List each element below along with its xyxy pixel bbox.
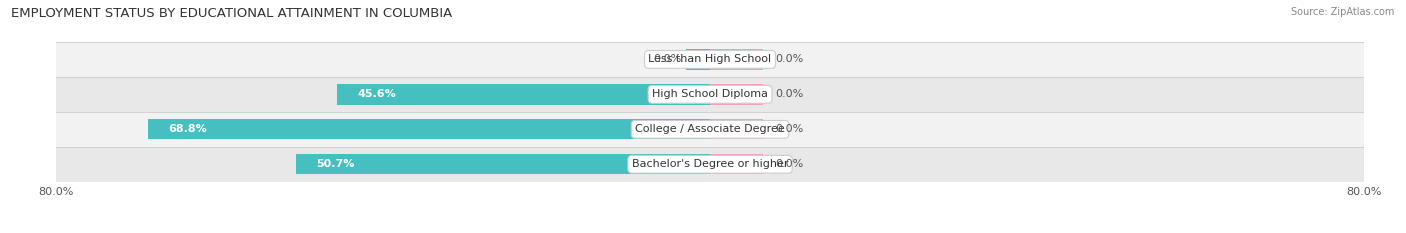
Bar xyxy=(710,154,763,174)
Text: 45.6%: 45.6% xyxy=(357,89,396,99)
Text: 0.0%: 0.0% xyxy=(776,124,804,134)
FancyBboxPatch shape xyxy=(56,112,1364,147)
Text: College / Associate Degree: College / Associate Degree xyxy=(636,124,785,134)
Text: 0.0%: 0.0% xyxy=(654,55,682,64)
FancyBboxPatch shape xyxy=(56,147,1364,182)
Text: 0.0%: 0.0% xyxy=(776,89,804,99)
Bar xyxy=(337,84,710,105)
Text: High School Diploma: High School Diploma xyxy=(652,89,768,99)
Text: 50.7%: 50.7% xyxy=(316,159,354,169)
Bar xyxy=(686,49,710,69)
Text: EMPLOYMENT STATUS BY EDUCATIONAL ATTAINMENT IN COLUMBIA: EMPLOYMENT STATUS BY EDUCATIONAL ATTAINM… xyxy=(11,7,453,20)
Bar xyxy=(710,49,763,69)
Bar xyxy=(148,119,710,139)
Text: Source: ZipAtlas.com: Source: ZipAtlas.com xyxy=(1291,7,1395,17)
FancyBboxPatch shape xyxy=(56,77,1364,112)
Text: 68.8%: 68.8% xyxy=(169,124,207,134)
Text: 0.0%: 0.0% xyxy=(776,55,804,64)
FancyBboxPatch shape xyxy=(56,42,1364,77)
Text: Less than High School: Less than High School xyxy=(648,55,772,64)
Bar xyxy=(710,84,763,105)
Bar xyxy=(710,119,763,139)
Bar xyxy=(295,154,710,174)
Text: Bachelor's Degree or higher: Bachelor's Degree or higher xyxy=(631,159,789,169)
Text: 0.0%: 0.0% xyxy=(776,159,804,169)
